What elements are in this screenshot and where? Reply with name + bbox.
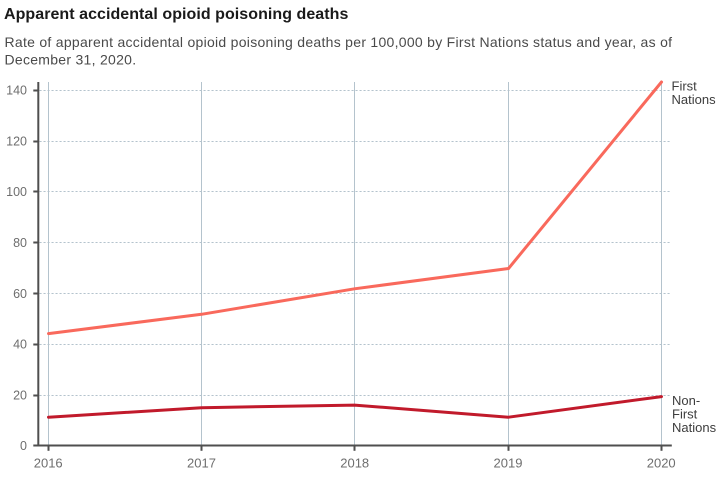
- svg-text:Non-: Non-: [672, 393, 700, 408]
- svg-text:2019: 2019: [494, 456, 523, 471]
- svg-text:40: 40: [13, 338, 27, 352]
- svg-text:100: 100: [6, 185, 27, 199]
- svg-text:20: 20: [13, 389, 27, 403]
- svg-text:Nations: Nations: [672, 92, 717, 107]
- svg-text:2018: 2018: [340, 456, 369, 471]
- svg-text:Rate of apparent accidental op: Rate of apparent accidental opioid poiso…: [5, 34, 673, 50]
- svg-text:First: First: [672, 407, 698, 422]
- svg-text:First: First: [672, 79, 698, 94]
- svg-text:140: 140: [6, 83, 27, 97]
- svg-text:2020: 2020: [647, 456, 676, 471]
- svg-text:2016: 2016: [34, 456, 63, 471]
- svg-text:2017: 2017: [187, 456, 216, 471]
- svg-text:Apparent accidental opioid poi: Apparent accidental opioid poisoning dea…: [4, 6, 348, 23]
- svg-text:Nations: Nations: [672, 420, 717, 435]
- svg-text:December 31, 2020.: December 31, 2020.: [5, 52, 137, 68]
- svg-text:0: 0: [20, 439, 27, 453]
- svg-text:60: 60: [13, 287, 27, 301]
- svg-text:120: 120: [6, 134, 27, 148]
- svg-text:80: 80: [13, 236, 27, 250]
